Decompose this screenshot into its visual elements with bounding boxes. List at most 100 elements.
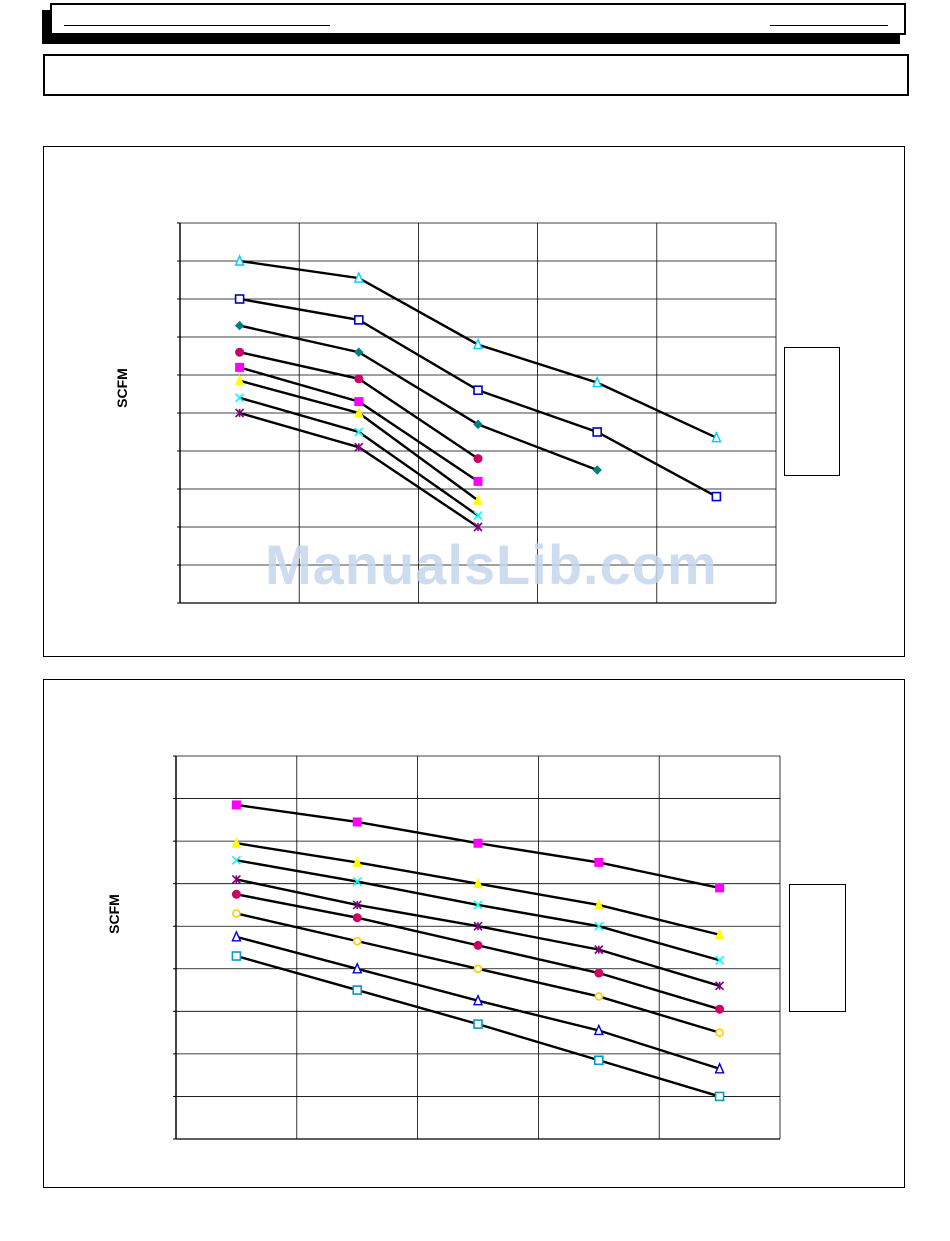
data-point xyxy=(714,928,725,940)
data-point xyxy=(231,855,241,865)
data-point xyxy=(473,940,483,950)
series-7 xyxy=(231,930,725,1074)
data-point xyxy=(235,362,245,372)
data-point xyxy=(594,921,604,931)
data-point xyxy=(472,337,484,350)
data-point xyxy=(715,1028,724,1037)
series-6 xyxy=(232,909,724,1037)
series-line xyxy=(239,297,717,498)
series-line xyxy=(239,324,598,472)
data-point xyxy=(231,930,242,942)
data-point xyxy=(352,936,362,946)
series-5 xyxy=(235,347,483,464)
data-point xyxy=(715,981,725,991)
data-point xyxy=(232,909,241,918)
data-point xyxy=(592,375,603,388)
data-point xyxy=(473,454,483,464)
data-point xyxy=(472,993,484,1006)
header-rule-right xyxy=(770,25,888,26)
plot-grid xyxy=(177,222,777,604)
data-point xyxy=(593,1023,604,1036)
data-point xyxy=(473,511,483,521)
data-point xyxy=(594,945,604,955)
data-point xyxy=(473,522,483,532)
series-4 xyxy=(231,874,725,991)
data-point xyxy=(352,913,362,923)
series-1 xyxy=(235,362,483,486)
data-point xyxy=(473,494,483,505)
data-point xyxy=(354,374,364,384)
data-point xyxy=(594,898,604,910)
data-point xyxy=(714,1091,725,1102)
data-point xyxy=(354,427,364,437)
data-point xyxy=(473,877,483,889)
data-point xyxy=(354,347,364,357)
series-line xyxy=(236,842,720,936)
chart-panel-bottom: SCFM xyxy=(43,679,905,1188)
series-6 xyxy=(234,320,602,475)
chart-top-svg xyxy=(177,222,810,604)
series-line xyxy=(236,893,720,1011)
data-point xyxy=(711,430,722,443)
data-point xyxy=(352,817,362,827)
data-point xyxy=(234,320,245,331)
legend-top xyxy=(784,347,840,476)
data-point xyxy=(594,857,604,867)
data-point xyxy=(354,442,364,452)
data-point xyxy=(473,964,483,974)
page-header xyxy=(50,3,906,35)
data-point xyxy=(231,951,242,961)
data-point xyxy=(593,1055,604,1066)
data-point xyxy=(354,397,364,407)
data-point xyxy=(473,1019,483,1029)
series-4 xyxy=(235,408,483,532)
data-point xyxy=(711,491,722,502)
data-point xyxy=(594,992,604,1001)
data-point xyxy=(592,465,602,475)
data-point xyxy=(234,294,245,304)
series-5 xyxy=(231,889,725,1014)
chart-bottom-svg xyxy=(173,755,815,1140)
data-point xyxy=(231,874,241,884)
data-point xyxy=(473,921,483,931)
data-point xyxy=(592,427,603,437)
data-point xyxy=(353,315,364,325)
data-point xyxy=(234,254,245,266)
data-point xyxy=(235,408,245,418)
data-point xyxy=(352,856,362,867)
data-point xyxy=(234,374,245,386)
data-point xyxy=(714,1062,725,1074)
series-2 xyxy=(231,837,725,940)
header-rule-left xyxy=(64,25,330,26)
y-axis-label-bottom: SCFM xyxy=(106,894,122,934)
data-point xyxy=(473,900,483,910)
data-point xyxy=(473,419,483,430)
data-point xyxy=(715,955,725,965)
data-point xyxy=(231,800,241,810)
data-point xyxy=(231,837,242,848)
series-line xyxy=(239,411,479,528)
title-bar xyxy=(43,54,909,96)
series-line xyxy=(239,259,717,439)
data-point xyxy=(352,962,363,974)
series-3 xyxy=(235,393,483,521)
chart-panel-top: SCFM xyxy=(43,146,905,657)
data-point xyxy=(473,385,483,395)
data-point xyxy=(594,968,604,978)
data-point xyxy=(473,838,483,848)
series-7 xyxy=(234,294,722,502)
series-1 xyxy=(231,800,725,893)
series-2 xyxy=(234,374,483,505)
data-point xyxy=(352,985,363,995)
data-point xyxy=(715,1004,725,1014)
data-point xyxy=(231,889,241,899)
data-point xyxy=(715,883,725,893)
data-point xyxy=(353,271,364,283)
series-8 xyxy=(231,951,725,1102)
legend-bottom xyxy=(789,884,846,1012)
data-point xyxy=(473,476,483,486)
data-point xyxy=(235,347,245,357)
y-axis-label-top: SCFM xyxy=(114,368,130,408)
data-point xyxy=(352,876,362,887)
series-8 xyxy=(234,254,722,443)
